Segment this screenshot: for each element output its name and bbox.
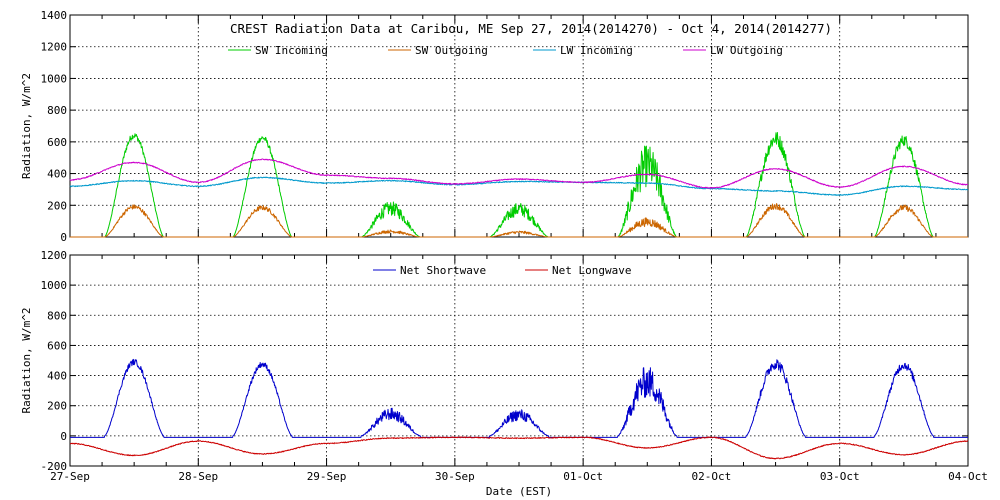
y-tick-label: 0 xyxy=(60,430,67,443)
x-axis-label: Date (EST) xyxy=(486,485,552,498)
y-tick-label: 1000 xyxy=(41,279,68,292)
plot-frame xyxy=(69,14,969,238)
y-tick-label: 1200 xyxy=(41,249,68,262)
legend-label: SW Outgoing xyxy=(415,44,488,57)
legend-label: SW Incoming xyxy=(255,44,328,57)
y-tick-label: 800 xyxy=(47,309,67,322)
y-axis-label: Radiation, W/m^2 xyxy=(20,308,33,414)
series-net-shortwave xyxy=(69,358,969,438)
y-tick-label: 1000 xyxy=(41,72,68,85)
panel-net-radiation: -200 0 200 400 600 800 1000 1200 Radiation, W/m^… xyxy=(20,249,969,473)
shared-x-axis: 27-Sep 28-Sep 29-Sep 30-Sep 01-Oct 02-Oct 03-O… xyxy=(50,470,988,498)
series-lw-incoming xyxy=(69,176,969,196)
y-tick-label: 0 xyxy=(60,231,67,244)
y-tick-label: 400 xyxy=(47,168,67,181)
y-tick-label: 1200 xyxy=(41,41,68,54)
legend-label: LW Incoming xyxy=(560,44,633,57)
y-tick-label: -200 xyxy=(41,460,68,473)
x-tick-label: 02-Oct xyxy=(692,470,732,483)
chart-title: CREST Radiation Data at Caribou, ME Sep … xyxy=(230,21,832,36)
series-lw-outgoing xyxy=(69,158,969,189)
x-tick-label: 03-Oct xyxy=(820,470,860,483)
legend-label: Net Shortwave xyxy=(400,264,486,277)
series-sw-outgoing xyxy=(69,203,969,238)
x-tick-label: 04-Oct xyxy=(948,470,988,483)
y-tick-label: 200 xyxy=(47,400,67,413)
x-tick-label: 27-Sep xyxy=(50,470,90,483)
y-tick-label: 1400 xyxy=(41,9,68,22)
plot-frame xyxy=(69,254,969,467)
y-tick-label: 600 xyxy=(47,339,67,352)
y-tick-label: 800 xyxy=(47,104,67,117)
y-tick-label: 600 xyxy=(47,136,67,149)
x-tick-label: 29-Sep xyxy=(307,470,347,483)
x-tick-label: 28-Sep xyxy=(178,470,218,483)
y-axis-label: Radiation, W/m^2 xyxy=(20,73,33,179)
legend-label: LW Outgoing xyxy=(710,44,783,57)
series-sw-incoming xyxy=(69,132,969,238)
x-tick-label: 01-Oct xyxy=(563,470,603,483)
series-net-longwave xyxy=(69,436,969,460)
legend-label: Net Longwave xyxy=(552,264,631,277)
y-tick-label: 200 xyxy=(47,199,67,212)
panel-radiation-components: 0 200 400 600 800 1000 1200 1400 Radiation, W/m^… xyxy=(20,9,969,244)
x-tick-label: 30-Sep xyxy=(435,470,475,483)
y-tick-label: 400 xyxy=(47,370,67,383)
